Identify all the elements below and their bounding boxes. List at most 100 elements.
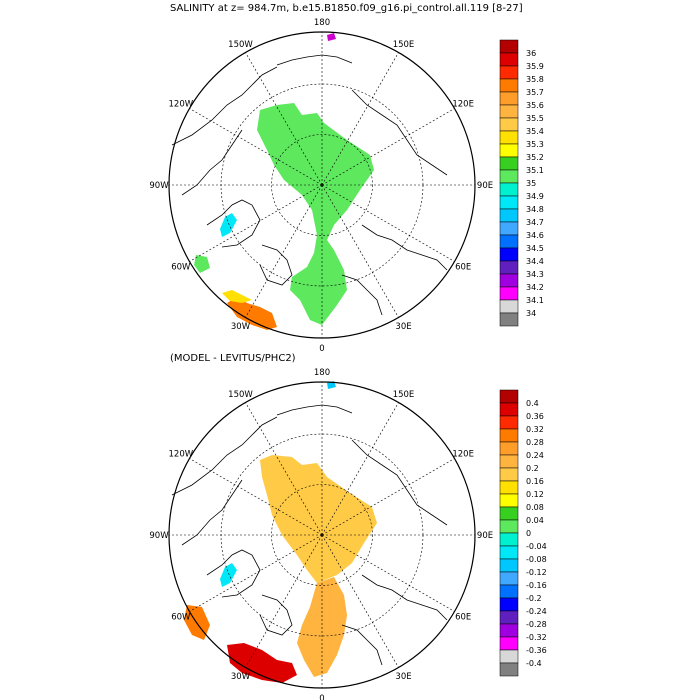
colorbar-label: 0.28 [526,438,544,447]
colorbar-label: 36 [526,49,536,58]
colorbar-label: 34.4 [526,257,544,266]
colorbar-swatch [499,130,519,145]
lon-label: 120W [169,100,194,110]
colorbar-label: -0.16 [526,581,547,590]
colorbar-label: 34.7 [526,218,544,227]
colorbar-swatch [499,649,519,664]
coastline [206,199,261,248]
colorbar-swatch [499,467,519,482]
polar-map-2: 180 150E 120E 90E 60E 30E 0 30W 60W 90W 120W 150W [149,368,493,700]
colorbar-label: 0.16 [526,477,544,486]
lon-label: 120E [452,100,474,110]
colorbar-label: 35.4 [526,127,544,136]
lon-label: 30W [231,322,251,332]
lon-label: 60W [171,613,191,623]
colorbar-swatch [499,273,519,288]
colorbar-swatch [499,415,519,430]
lon-label: 90E [477,531,493,541]
coastline [276,54,353,66]
colorbar-label: 0.12 [526,490,544,499]
colorbar-label: 35 [526,179,536,188]
colorbar-swatch [499,493,519,508]
colorbar-swatch [499,91,519,106]
lon-label: 180 [314,368,330,378]
colorbar-swatch [499,247,519,262]
meridian-line [321,534,455,612]
colorbar-label: -0.2 [526,594,542,603]
colorbar-label: 35.9 [526,62,544,71]
meridian-line [321,184,399,318]
colorbar-swatch [499,221,519,236]
lon-label: 60W [171,263,191,273]
meridian-line [321,534,399,668]
colorbar-label: 34.3 [526,270,544,279]
colorbar-swatch [499,402,519,417]
colorbar-swatch [499,636,519,651]
coastline [259,594,293,636]
colorbar-label: 34.5 [526,244,544,253]
colorbar-label: 34.9 [526,192,544,201]
colorbar-swatch [499,506,519,521]
colorbar-label: 34.1 [526,296,544,305]
meridian-line [245,534,323,668]
meridian-line [321,402,399,536]
colorbar-swatch [499,104,519,119]
colorbar-label: 35.2 [526,153,544,162]
lon-label: 0 [319,344,324,354]
colorbar-swatch [499,65,519,80]
polar-map-1: 180 150E 120E 90E 60E 30E 0 30W 60W 90W 120W 150W [149,18,493,354]
colorbar-label: 0 [526,529,531,538]
lon-label: 150E [393,390,415,400]
colorbar-label: -0.4 [526,659,542,668]
lon-label: 150W [228,390,253,400]
colorbar-label: 0.2 [526,464,539,473]
colorbar-swatch [499,52,519,67]
meridian-line [321,458,455,536]
coastline [341,274,383,316]
coastline [171,416,278,496]
meridian-line [189,458,323,536]
colorbar-label: 35.1 [526,166,544,175]
colorbar-swatch [499,545,519,560]
coastline [351,439,448,526]
colorbar-label: 35.6 [526,101,544,110]
meridian-line [245,184,323,318]
meridian-line [245,52,323,186]
colorbar-swatch [499,441,519,456]
colorbar-swatch [499,182,519,197]
coastline [361,574,448,621]
colorbar-label: 0.4 [526,399,539,408]
latitude-circle-1 [271,134,373,236]
meridian-line [321,184,455,262]
colorbar-swatch [499,584,519,599]
colorbar-swatch [499,428,519,443]
lon-label: 180 [314,18,330,28]
colorbar-swatch [499,117,519,132]
colorbar-label: -0.04 [526,542,547,551]
field-central-arctic [257,103,374,325]
colorbar-swatch [499,480,519,495]
colorbar-label: -0.28 [526,620,547,629]
colorbar-1: 36 35.9 35.8 35.7 35.6 35.5 35.4 35.3 35.2 35.1 35… [499,39,544,327]
lon-label: 90E [477,181,493,191]
coastline [361,224,448,271]
colorbar-swatch [499,610,519,625]
meridian-line [245,402,323,536]
field-baffin [220,213,237,237]
colorbar-label: 0.36 [526,412,544,421]
colorbar-swatch [499,571,519,586]
colorbar-swatch [499,312,519,327]
lon-label: 30W [231,672,251,682]
lon-label: 90W [149,181,169,191]
lon-label: 0 [319,694,324,700]
colorbar-swatch [499,156,519,171]
field-atlantic-orange [227,297,277,330]
field-labrador [194,255,210,273]
coastline [351,89,448,176]
colorbar-swatch [499,532,519,547]
coastline [276,404,353,416]
colorbar-label: -0.32 [526,633,547,642]
colorbar-label: 0.24 [526,451,544,460]
colorbar-swatch [499,299,519,314]
